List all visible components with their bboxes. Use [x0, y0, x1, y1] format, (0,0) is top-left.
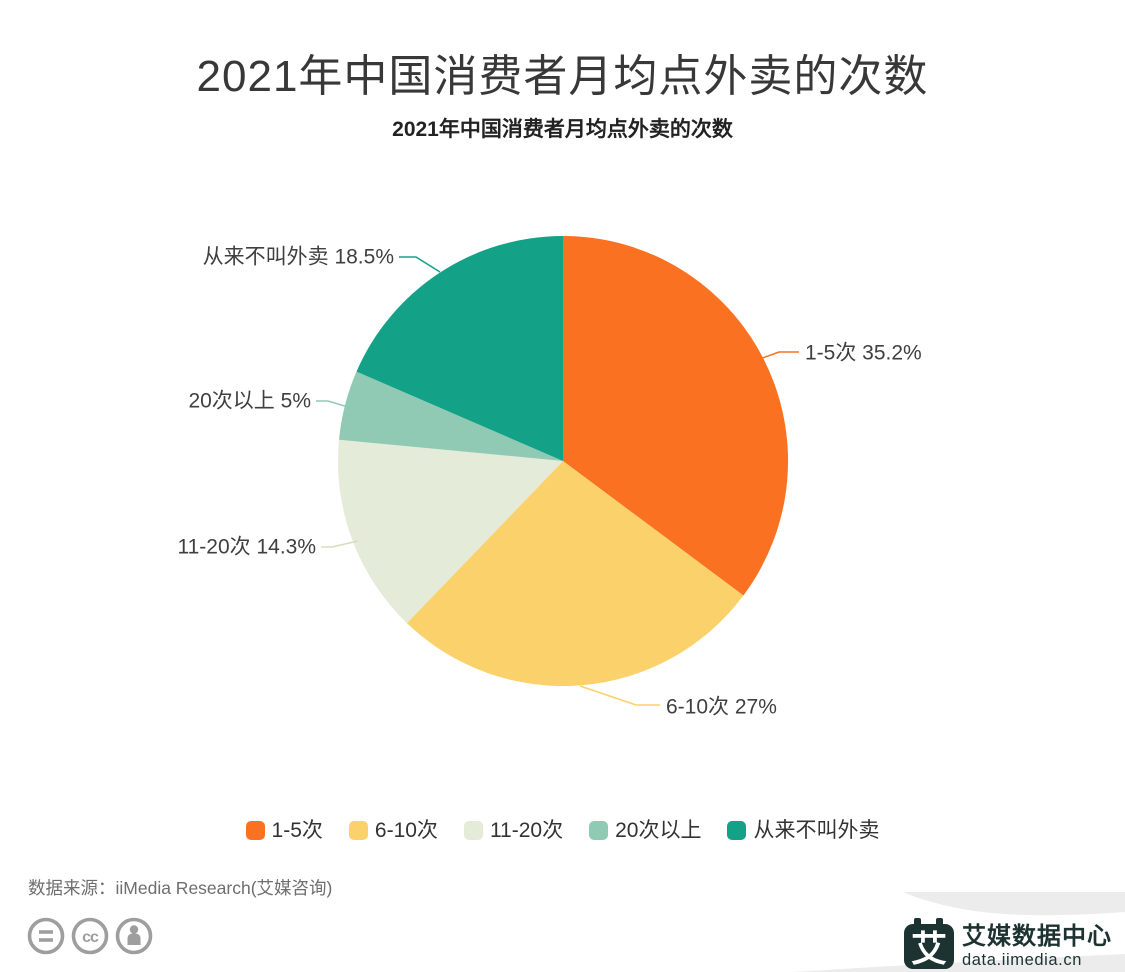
legend-swatch-1 [348, 821, 368, 840]
callout-line-4 [399, 256, 441, 273]
callout-label-4: 从来不叫外卖 18.5% [203, 246, 394, 269]
legend-swatch-4 [727, 821, 747, 840]
brand-domain: data.iimedia.cn [962, 950, 1082, 969]
chart-subtitle: 2021年中国消费者月均点外卖的次数 [392, 118, 733, 141]
brand-mark-glyph: 艾 [911, 928, 947, 969]
source-note: 数据来源：iiMedia Research(艾媒咨询) [28, 878, 333, 898]
cc-circle-icon: cc [71, 917, 109, 955]
page-title: 2021年中国消费者月均点外卖的次数 [196, 52, 929, 101]
pie-slice-1 [406, 461, 744, 687]
callout-label-3: 20次以上 5% [188, 390, 311, 413]
callout-line-1 [579, 685, 660, 706]
corner-band-top [903, 892, 1125, 916]
legend-item-1: 6-10次 [348, 819, 438, 842]
legend-label-2: 11-20次 [489, 819, 564, 842]
legend-swatch-3 [589, 821, 609, 840]
legend-label-1: 6-10次 [374, 819, 438, 842]
legend-item-3: 20次以上 [589, 820, 701, 841]
legend-label-4: 从来不叫外卖 [753, 819, 880, 842]
callout-label-0: 1-5次 35.2% [805, 342, 922, 365]
corner-band-bottom [793, 954, 1125, 972]
brand-name: 艾媒数据中心 [962, 922, 1112, 950]
footer-brand-corner: 艾 艾媒数据中心 data.iimedia.cn [765, 892, 1125, 972]
callout-line-2 [321, 540, 359, 548]
license-icons: cc [26, 916, 154, 956]
legend-label-0: 1-5次 [271, 819, 323, 842]
callout-label-2: 11-20次 14.3% [177, 536, 316, 559]
callout-line-0 [756, 351, 799, 361]
legend-swatch-2 [463, 821, 483, 840]
callout-label-1: 6-10次 27% [666, 696, 777, 719]
pie-slice-0 [563, 236, 789, 596]
pie-slice-3 [339, 371, 563, 461]
legend-label-3: 20次以上 [615, 819, 702, 842]
person-circle-icon [115, 917, 153, 955]
legend-item-0: 1-5次 [245, 819, 323, 842]
chart-legend: 1-5次 6-10次 11-20次 20次以上 从来不叫外卖 [0, 820, 1125, 841]
equals-circle-icon [27, 917, 65, 955]
legend-item-2: 11-20次 [463, 819, 564, 842]
brand-logo: 艾 艾媒数据中心 data.iimedia.cn [903, 918, 1112, 970]
callout-line-3 [316, 400, 349, 408]
brand-mark-icon: 艾 [904, 918, 954, 969]
pie-slice-2 [337, 439, 563, 624]
pie-slice-4 [356, 236, 563, 461]
svg-text:cc: cc [82, 929, 99, 946]
legend-item-4: 从来不叫外卖 [727, 820, 879, 841]
legend-swatch-0 [245, 821, 265, 840]
